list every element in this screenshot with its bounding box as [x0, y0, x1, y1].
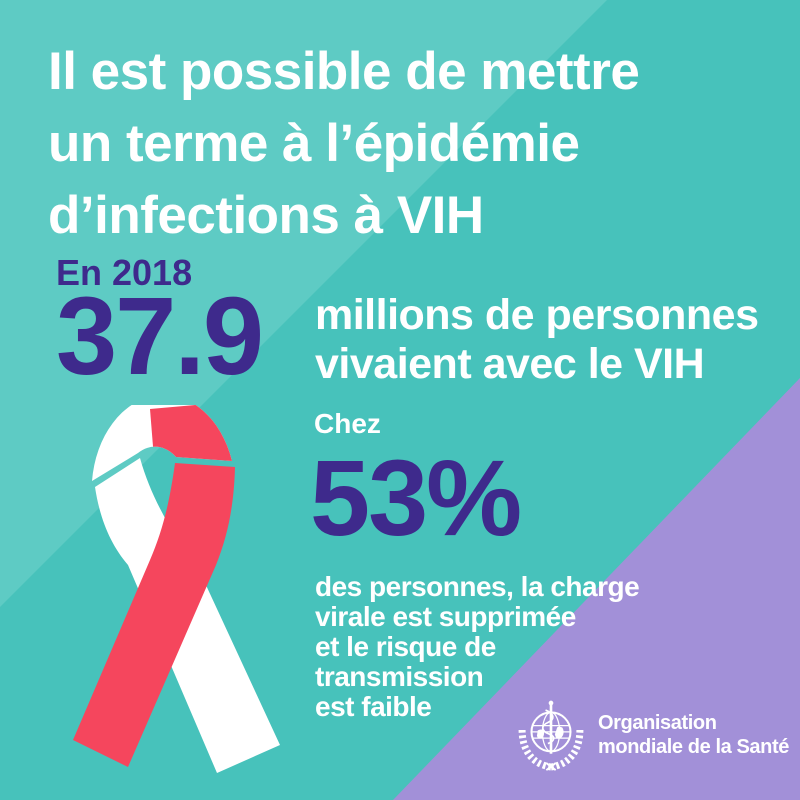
stat2-desc-line-4: transmission [315, 661, 484, 692]
stat-description-millions: millions de personnes vivaient avec le V… [315, 291, 759, 389]
who-org-line-1: Organisation [598, 712, 717, 734]
serpent [541, 709, 555, 745]
globe-continent-east [554, 726, 564, 739]
stat1-desc-line-1: millions de personnes [315, 291, 759, 339]
laurel-stems [545, 762, 557, 771]
stat-description-percent: des personnes, la charge virale est supp… [315, 571, 640, 722]
year-label: En 2018 [56, 252, 193, 293]
who-emblem-icon [518, 700, 584, 771]
title-line-3: d’infections à VIH [48, 186, 484, 245]
stat-intro-chez: Chez [314, 408, 381, 439]
stat-value-millions: 37.9 [56, 275, 264, 398]
stat2-desc-line-1: des personnes, la charge [315, 571, 640, 602]
globe-continent-west [536, 729, 545, 739]
stat1-desc-line-2: vivaient avec le VIH [315, 340, 705, 388]
title-line-1: Il est possible de mettre [48, 42, 640, 101]
purple-corner-triangle [393, 378, 800, 800]
who-org-line-2: mondiale de la Santé [598, 736, 789, 758]
page-title: Il est possible de mettre un terme à l’é… [48, 36, 640, 252]
who-logo: Organisation mondiale de la Santé [512, 696, 789, 774]
ribbon-red-band [73, 463, 235, 767]
stat2-desc-line-5: est faible [315, 691, 432, 722]
light-teal-band [0, 0, 607, 607]
awareness-ribbon-icon [73, 405, 280, 773]
staff-knob [548, 700, 554, 706]
who-org-name: Organisation mondiale de la Santé [598, 711, 789, 759]
stat-value-percent: 53% [310, 437, 522, 558]
title-line-2: un terme à l’épidémie [48, 114, 580, 173]
stat2-desc-line-2: virale est supprimée [315, 601, 576, 632]
stat2-desc-line-3: et le risque de [315, 631, 496, 662]
